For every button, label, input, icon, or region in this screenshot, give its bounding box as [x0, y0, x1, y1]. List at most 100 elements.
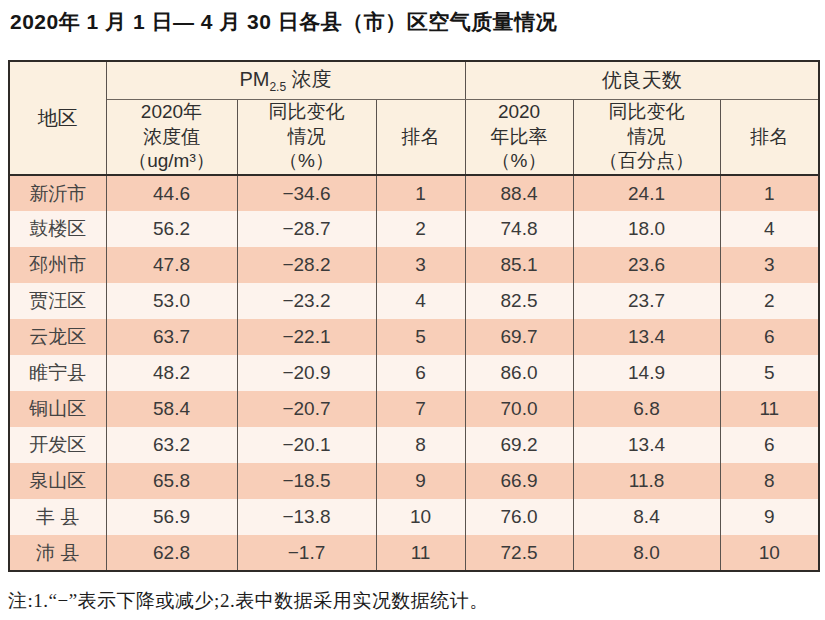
pm-rank-cell: 8	[376, 427, 465, 463]
good-rank-cell: 11	[720, 391, 819, 427]
pm25-label-prefix: PM	[239, 68, 269, 90]
pm-rank-cell: 4	[376, 283, 465, 319]
pm-rank-cell: 9	[376, 463, 465, 499]
good-rate-cell: 85.1	[465, 247, 573, 283]
table-row: 泉山区 65.8 −18.5 9 66.9 11.8 8	[9, 463, 819, 499]
pm-change-cell: −22.1	[237, 319, 376, 355]
good-rank-cell: 3	[720, 247, 819, 283]
pm-change-cell: −28.2	[237, 247, 376, 283]
good-rate-cell: 82.5	[465, 283, 573, 319]
good-change-cell: 23.7	[573, 283, 720, 319]
good-rank-cell: 2	[720, 283, 819, 319]
good-rate-cell: 88.4	[465, 175, 573, 211]
pm-rank-cell: 1	[376, 175, 465, 211]
group-header-pm25: PM2.5 浓度	[106, 61, 465, 99]
column-header-pm-value: 2020年 浓度值 （ug/m³）	[106, 99, 237, 175]
table-row: 丰 县 56.9 −13.8 10 76.0 8.4 9	[9, 499, 819, 535]
good-rank-cell: 5	[720, 355, 819, 391]
document-page: 2020年 1 月 1 日— 4 月 30 日各县（市）区空气质量情况 地区 P…	[0, 0, 825, 620]
pm-value-cell: 62.8	[106, 535, 237, 571]
group-header-good-days: 优良天数	[465, 61, 819, 99]
good-rate-cell: 69.7	[465, 319, 573, 355]
pm25-label-subscript: 2.5	[269, 80, 286, 94]
good-rate-cell: 66.9	[465, 463, 573, 499]
pm-change-cell: −18.5	[237, 463, 376, 499]
region-cell: 鼓楼区	[9, 211, 106, 247]
pm-value-cell: 65.8	[106, 463, 237, 499]
good-change-cell: 13.4	[573, 427, 720, 463]
column-header-good-change: 同比变化 情况 （百分点）	[573, 99, 720, 175]
region-cell: 新沂市	[9, 175, 106, 211]
pm-change-cell: −28.7	[237, 211, 376, 247]
region-cell: 沛 县	[9, 535, 106, 571]
group-header-row: 地区 PM2.5 浓度 优良天数	[9, 61, 819, 99]
table-row: 铜山区 58.4 −20.7 7 70.0 6.8 11	[9, 391, 819, 427]
pm-value-cell: 63.2	[106, 427, 237, 463]
good-rank-cell: 6	[720, 427, 819, 463]
good-rank-cell: 8	[720, 463, 819, 499]
pm-value-cell: 53.0	[106, 283, 237, 319]
column-header-good-rate: 2020 年比率 （%）	[465, 99, 573, 175]
good-rank-cell: 1	[720, 175, 819, 211]
sub-header-row: 2020年 浓度值 （ug/m³） 同比变化 情况 （%） 排名 2020 年比…	[9, 99, 819, 175]
pm-change-cell: −13.8	[237, 499, 376, 535]
pm-rank-cell: 10	[376, 499, 465, 535]
good-rate-cell: 74.8	[465, 211, 573, 247]
table-row: 贾汪区 53.0 −23.2 4 82.5 23.7 2	[9, 283, 819, 319]
good-rank-cell: 10	[720, 535, 819, 571]
pm-rank-cell: 2	[376, 211, 465, 247]
pm-value-cell: 44.6	[106, 175, 237, 211]
table-row: 鼓楼区 56.2 −28.7 2 74.8 18.0 4	[9, 211, 819, 247]
good-change-cell: 18.0	[573, 211, 720, 247]
footnote: 注:1.“−”表示下降或减少;2.表中数据采用实况数据统计。	[8, 588, 489, 614]
good-change-cell: 13.4	[573, 319, 720, 355]
pm-value-cell: 56.2	[106, 211, 237, 247]
good-change-cell: 23.6	[573, 247, 720, 283]
pm-rank-cell: 11	[376, 535, 465, 571]
good-change-cell: 6.8	[573, 391, 720, 427]
region-cell: 云龙区	[9, 319, 106, 355]
good-rate-cell: 86.0	[465, 355, 573, 391]
pm-rank-cell: 3	[376, 247, 465, 283]
good-change-cell: 8.0	[573, 535, 720, 571]
pm-rank-cell: 7	[376, 391, 465, 427]
column-header-good-rank: 排名	[720, 99, 819, 175]
good-rate-cell: 76.0	[465, 499, 573, 535]
pm-rank-cell: 6	[376, 355, 465, 391]
table-row: 云龙区 63.7 −22.1 5 69.7 13.4 6	[9, 319, 819, 355]
pm-change-cell: −1.7	[237, 535, 376, 571]
column-header-pm-change: 同比变化 情况 （%）	[237, 99, 376, 175]
column-header-pm-rank: 排名	[376, 99, 465, 175]
pm-change-cell: −20.7	[237, 391, 376, 427]
table-row: 新沂市 44.6 −34.6 1 88.4 24.1 1	[9, 175, 819, 211]
pm-change-cell: −20.9	[237, 355, 376, 391]
table-row: 邳州市 47.8 −28.2 3 85.1 23.6 3	[9, 247, 819, 283]
region-cell: 铜山区	[9, 391, 106, 427]
table-row: 睢宁县 48.2 −20.9 6 86.0 14.9 5	[9, 355, 819, 391]
region-cell: 泉山区	[9, 463, 106, 499]
pm-value-cell: 63.7	[106, 319, 237, 355]
pm-rank-cell: 5	[376, 319, 465, 355]
pm-change-cell: −23.2	[237, 283, 376, 319]
region-cell: 丰 县	[9, 499, 106, 535]
air-quality-table: 地区 PM2.5 浓度 优良天数 2020年 浓度值 （ug/m³） 同比变化 …	[8, 60, 820, 572]
good-change-cell: 24.1	[573, 175, 720, 211]
region-cell: 贾汪区	[9, 283, 106, 319]
good-change-cell: 14.9	[573, 355, 720, 391]
good-rate-cell: 69.2	[465, 427, 573, 463]
good-change-cell: 8.4	[573, 499, 720, 535]
pm-value-cell: 56.9	[106, 499, 237, 535]
table-row: 开发区 63.2 −20.1 8 69.2 13.4 6	[9, 427, 819, 463]
pm-value-cell: 47.8	[106, 247, 237, 283]
good-rank-cell: 9	[720, 499, 819, 535]
good-rate-cell: 70.0	[465, 391, 573, 427]
region-cell: 睢宁县	[9, 355, 106, 391]
pm-change-cell: −34.6	[237, 175, 376, 211]
region-cell: 开发区	[9, 427, 106, 463]
pm25-label-suffix: 浓度	[286, 68, 332, 90]
good-rank-cell: 6	[720, 319, 819, 355]
good-rate-cell: 72.5	[465, 535, 573, 571]
region-cell: 邳州市	[9, 247, 106, 283]
pm-value-cell: 48.2	[106, 355, 237, 391]
pm-change-cell: −20.1	[237, 427, 376, 463]
